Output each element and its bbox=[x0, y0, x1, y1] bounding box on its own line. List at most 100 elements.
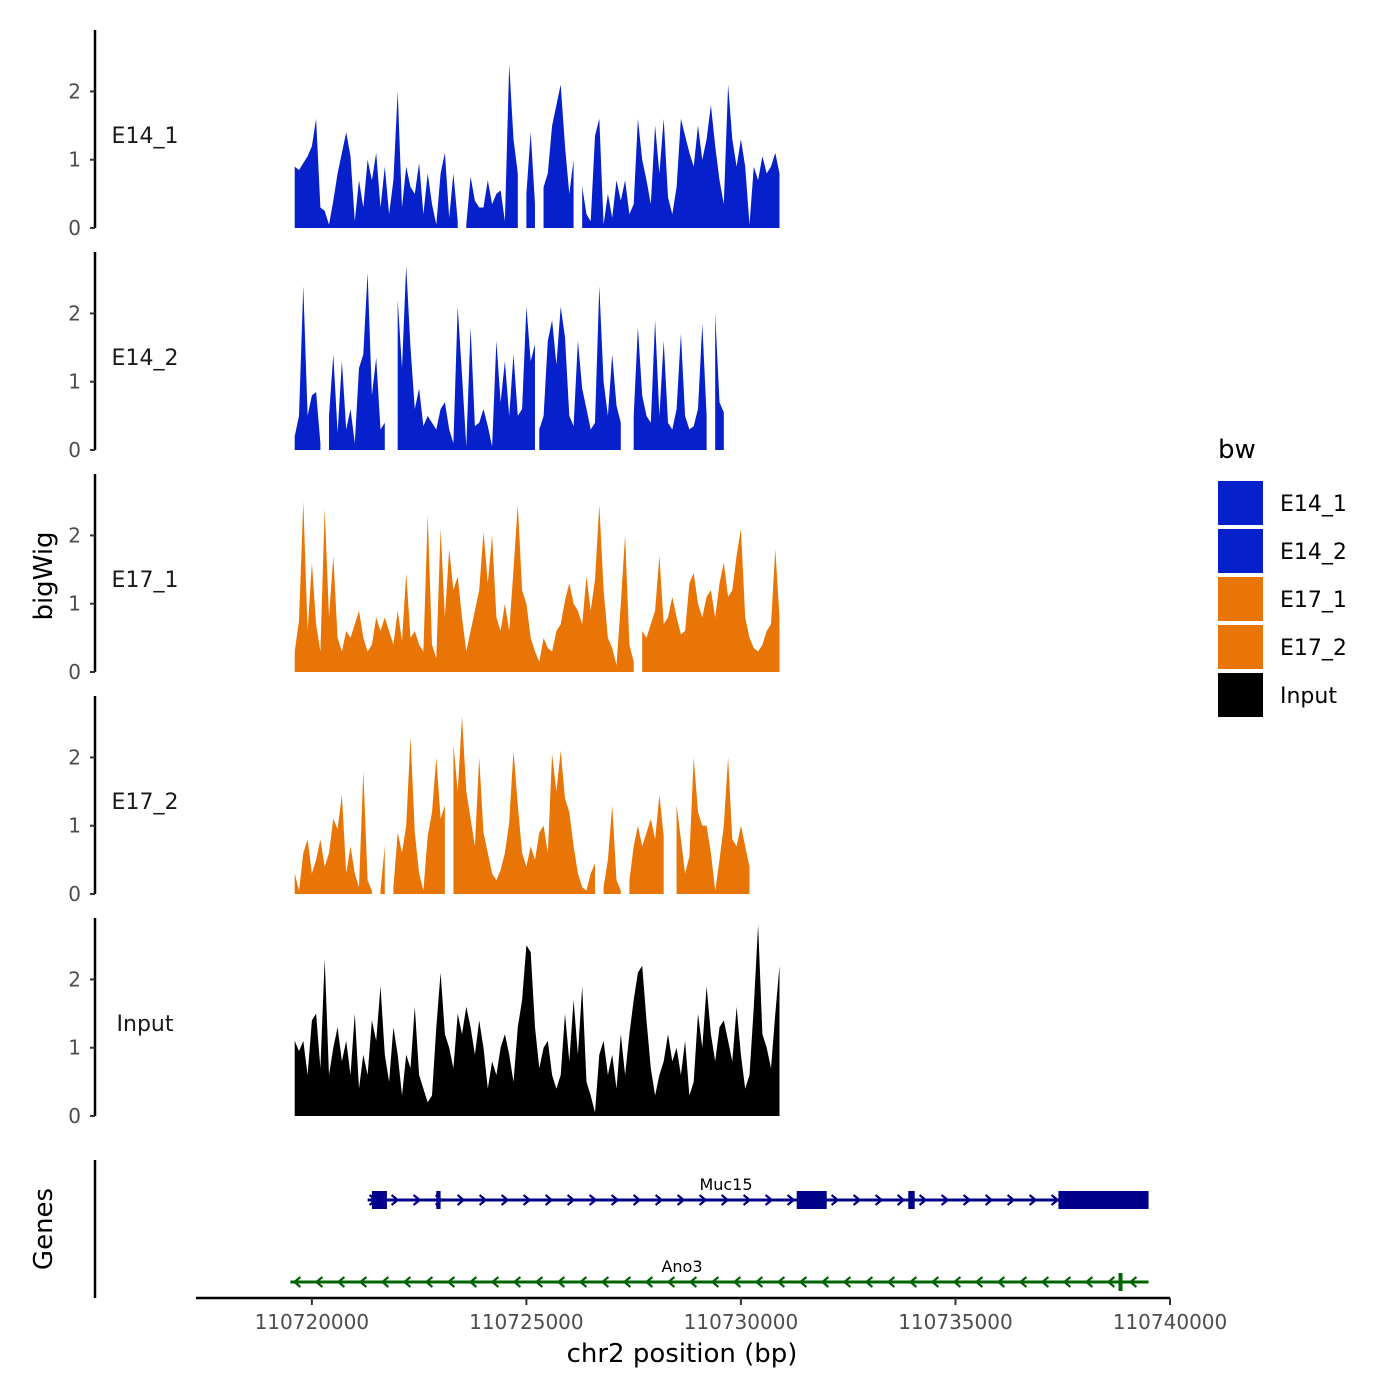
strand-arrow bbox=[632, 1194, 642, 1206]
legend-swatch-E14_1 bbox=[1218, 481, 1263, 525]
x-tick-label: 110740000 bbox=[1113, 1310, 1228, 1334]
coverage-gap bbox=[882, 30, 887, 229]
y-tick-label: 0 bbox=[68, 1104, 81, 1128]
strand-arrow bbox=[864, 1276, 874, 1288]
legend-swatch-Input bbox=[1218, 673, 1263, 717]
strand-arrow bbox=[764, 1194, 774, 1206]
legend-label: Input bbox=[1280, 684, 1337, 709]
strand-arrow bbox=[974, 1276, 984, 1288]
strand-arrow bbox=[996, 1276, 1006, 1288]
strand-arrow bbox=[962, 1194, 972, 1206]
track-E17_1: 0 1 2 E17_1 bbox=[68, 474, 917, 684]
strand-arrow bbox=[732, 1276, 742, 1288]
signal-area-Input bbox=[294, 924, 780, 1116]
strand-arrow bbox=[754, 1276, 764, 1288]
y-tick-label: 2 bbox=[68, 79, 81, 103]
y-tick-label: 1 bbox=[68, 370, 81, 394]
exon bbox=[1118, 1273, 1123, 1291]
strand-arrow bbox=[1028, 1194, 1038, 1206]
strand-arrow bbox=[896, 1194, 906, 1206]
strand-arrow bbox=[952, 1276, 962, 1288]
strand-arrow bbox=[500, 1194, 510, 1206]
strand-arrow bbox=[314, 1276, 324, 1288]
strand-arrow bbox=[908, 1276, 918, 1288]
x-tick-label: 110725000 bbox=[469, 1310, 584, 1334]
strand-arrow bbox=[776, 1276, 786, 1288]
coverage-gap bbox=[1101, 30, 1110, 229]
strand-arrow bbox=[522, 1194, 532, 1206]
gene-Ano3: Ano3 bbox=[290, 1257, 1149, 1291]
legend-label: E14_1 bbox=[1280, 492, 1347, 517]
strand-arrow bbox=[588, 1194, 598, 1206]
gene-Muc15: Muc15 bbox=[367, 1175, 1149, 1209]
coverage-gap bbox=[384, 696, 394, 895]
track-E14_2: 0 1 2 E14_2 bbox=[68, 252, 922, 462]
y-tick-label: 1 bbox=[68, 148, 81, 172]
strand-arrow bbox=[852, 1194, 862, 1206]
track-E17_2: 0 1 2 E17_2 bbox=[68, 696, 883, 906]
track-label: E14_1 bbox=[112, 124, 179, 149]
y-tick-label: 1 bbox=[68, 814, 81, 838]
coverage-gap bbox=[573, 30, 583, 229]
strand-arrow bbox=[820, 1276, 830, 1288]
gene-label: Muc15 bbox=[699, 1175, 752, 1194]
strand-arrow bbox=[358, 1276, 368, 1288]
legend-swatch-E14_2 bbox=[1218, 529, 1263, 573]
y-tick-label: 0 bbox=[68, 438, 81, 462]
strand-arrow bbox=[544, 1194, 554, 1206]
track-Input: 0 1 2 Input bbox=[68, 918, 780, 1128]
strand-arrow bbox=[468, 1276, 478, 1288]
strand-arrow bbox=[886, 1276, 896, 1288]
y-axis-title: bigWig bbox=[29, 531, 59, 620]
strand-arrow bbox=[380, 1276, 390, 1288]
strand-arrow bbox=[336, 1276, 346, 1288]
coverage-gap bbox=[912, 474, 917, 673]
strand-arrow bbox=[1128, 1276, 1138, 1288]
legend-swatch-E17_2 bbox=[1218, 625, 1263, 669]
x-axis-title: chr2 position (bp) bbox=[567, 1339, 798, 1369]
x-tick-label: 110720000 bbox=[255, 1310, 370, 1334]
signal-area-E14_1 bbox=[294, 64, 780, 228]
exon bbox=[371, 1191, 387, 1209]
coverage-gap bbox=[912, 252, 922, 451]
strand-arrow bbox=[742, 1194, 752, 1206]
y-tick-label: 0 bbox=[68, 216, 81, 240]
genes-panel-title: Genes bbox=[29, 1188, 59, 1270]
legend-title: bw bbox=[1218, 435, 1256, 465]
track-label: E17_2 bbox=[112, 790, 179, 815]
strand-arrow bbox=[930, 1276, 940, 1288]
exon bbox=[1058, 1191, 1149, 1209]
coverage-gap bbox=[620, 252, 634, 451]
strand-arrow bbox=[874, 1194, 884, 1206]
strand-arrow bbox=[622, 1276, 632, 1288]
strand-arrow bbox=[1050, 1194, 1060, 1206]
strand-arrow bbox=[654, 1194, 664, 1206]
y-tick-label: 0 bbox=[68, 882, 81, 906]
strand-arrow bbox=[578, 1276, 588, 1288]
coverage-gap bbox=[444, 696, 454, 895]
strand-arrow bbox=[676, 1194, 686, 1206]
strand-arrow bbox=[534, 1276, 544, 1288]
strand-arrow bbox=[842, 1276, 852, 1288]
strand-arrow bbox=[798, 1276, 808, 1288]
signal-tracks: 0 1 2 E14_1 0 1 2 E14_2 0 1 2 E17_1 0 1 2 E17_2 0 1 2 Input bbox=[68, 30, 1110, 1128]
genes-panel: Ano3 Muc15 bbox=[93, 1160, 1149, 1298]
legend-label: E17_2 bbox=[1280, 636, 1347, 661]
x-tick-label: 110735000 bbox=[898, 1310, 1013, 1334]
coverage-gap bbox=[706, 252, 716, 451]
y-tick-label: 2 bbox=[68, 301, 81, 325]
exon bbox=[796, 1191, 827, 1209]
strand-arrow bbox=[412, 1194, 422, 1206]
strand-arrow bbox=[698, 1194, 708, 1206]
strand-arrow bbox=[446, 1276, 456, 1288]
y-tick-label: 1 bbox=[68, 1036, 81, 1060]
exon bbox=[436, 1191, 441, 1209]
y-tick-label: 0 bbox=[68, 660, 81, 684]
strand-arrow bbox=[566, 1194, 576, 1206]
strand-arrow bbox=[720, 1194, 730, 1206]
y-tick-label: 2 bbox=[68, 967, 81, 991]
signal-area-E17_2 bbox=[294, 716, 750, 894]
strand-arrow bbox=[1106, 1276, 1116, 1288]
y-tick-label: 2 bbox=[68, 745, 81, 769]
